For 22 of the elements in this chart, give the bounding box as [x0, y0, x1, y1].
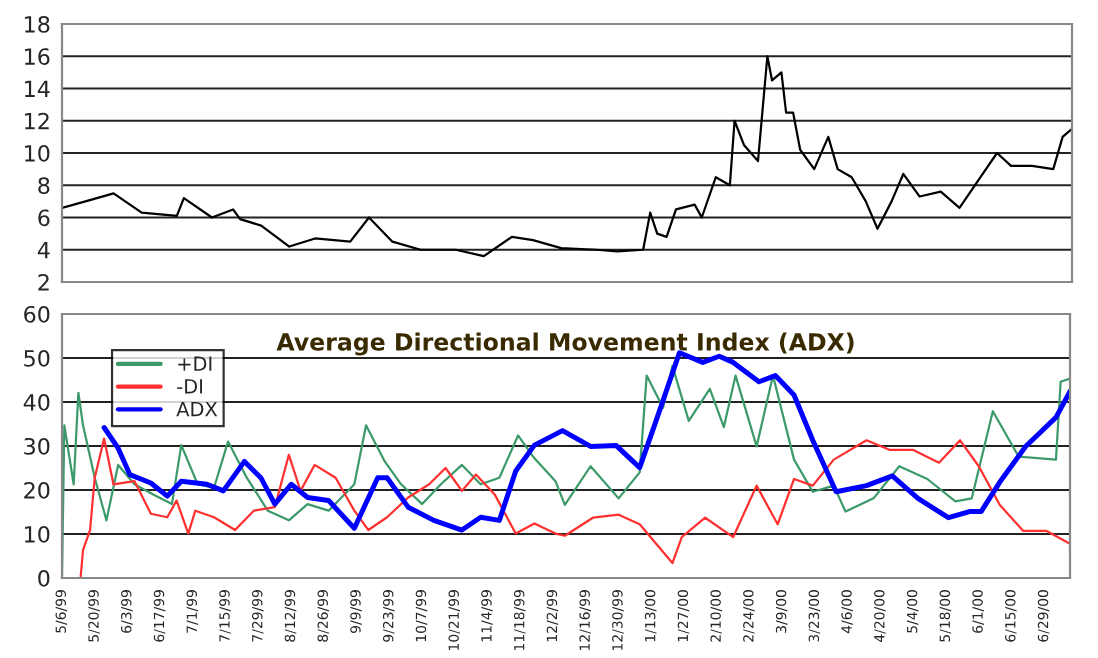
y-tick-label: 6	[38, 209, 50, 227]
y-tick-label: 10	[25, 525, 50, 543]
y-tick-label: 60	[24, 305, 50, 323]
legend-label: +DI	[178, 356, 212, 371]
y-tick-label: 0	[38, 569, 50, 587]
y-tick-label: 18	[25, 15, 50, 33]
y-tick-label: 10	[25, 144, 50, 162]
line-series	[79, 437, 1070, 578]
y-tick-label: 14	[25, 80, 50, 97]
y-tick-label: 20	[24, 481, 50, 499]
text: Average Directional Movement Index (ADX)	[276, 332, 854, 356]
y-tick-label: 30	[24, 437, 50, 455]
y-tick-label: 50	[24, 349, 50, 367]
y-tick-label: 8	[38, 177, 50, 195]
y-tick-label: 40	[23, 393, 50, 411]
y-tick-label: 4	[37, 241, 50, 259]
y-tick-label: 12	[25, 112, 49, 130]
legend-label: -DI	[177, 379, 203, 394]
line-series	[62, 55, 1072, 258]
y-tick-label: 16	[25, 48, 50, 66]
legend-label: ADX	[176, 401, 218, 417]
y-tick-label: 2	[38, 273, 49, 291]
